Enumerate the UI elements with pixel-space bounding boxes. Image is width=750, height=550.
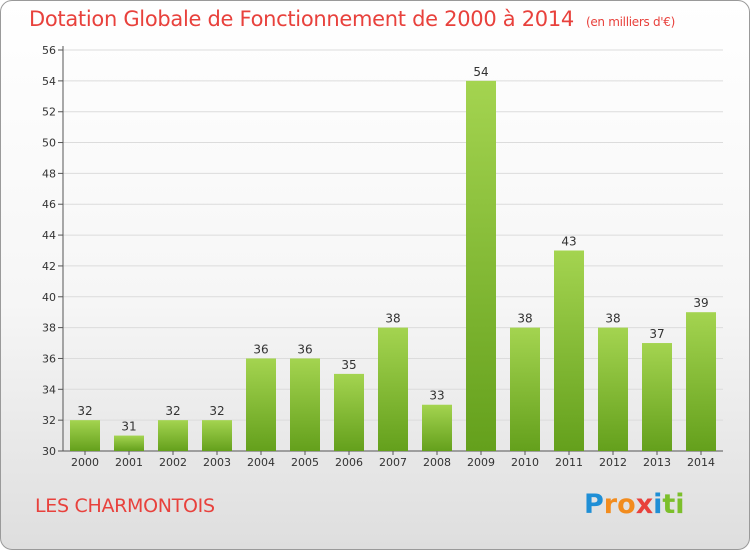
bar (70, 420, 100, 451)
data-label: 43 (561, 235, 576, 249)
x-tick-label: 2004 (247, 456, 275, 469)
x-tick-label: 2009 (467, 456, 495, 469)
data-label: 38 (385, 312, 400, 326)
data-label: 33 (429, 389, 444, 403)
data-label: 35 (341, 358, 356, 372)
y-tick-label: 46 (42, 198, 56, 211)
commune-name: LES CHARMONTOIS (35, 495, 215, 517)
x-tick-label: 2011 (555, 456, 583, 469)
data-label: 54 (473, 65, 488, 79)
x-tick-label: 2000 (71, 456, 99, 469)
bar (642, 343, 672, 451)
chart-title-text: Dotation Globale de Fonctionnement de 20… (29, 7, 574, 31)
y-tick-label: 40 (42, 291, 56, 304)
data-label: 32 (209, 404, 224, 418)
x-tick-label: 2013 (643, 456, 671, 469)
logo-letter: i (653, 489, 663, 520)
x-tick-label: 2007 (379, 456, 407, 469)
bar (202, 420, 232, 451)
logo-letter: i (675, 489, 685, 520)
bar (246, 358, 276, 451)
bar (290, 358, 320, 451)
bar (686, 312, 716, 451)
x-tick-label: 2002 (159, 456, 187, 469)
bar (554, 250, 584, 451)
y-tick-label: 44 (42, 229, 56, 242)
x-tick-label: 2012 (599, 456, 627, 469)
data-label: 38 (605, 312, 620, 326)
data-label: 36 (297, 342, 312, 356)
bars (70, 80, 716, 451)
y-tick-label: 36 (42, 352, 56, 365)
x-tick-label: 2003 (203, 456, 231, 469)
unit-label: (en milliers d'€) (585, 15, 675, 29)
bar (378, 327, 408, 451)
bar (510, 327, 540, 451)
y-tick-label: 54 (42, 75, 56, 88)
logo-letter: P (584, 489, 604, 520)
labels: 2000 32 2001 31 2002 32 2003 32 2004 36 2005 36 2006… (71, 65, 715, 469)
data-label: 37 (649, 327, 664, 341)
y-tick-label: 50 (42, 137, 56, 150)
data-label: 32 (165, 404, 180, 418)
logo-letter: r (603, 489, 618, 520)
data-label: 32 (77, 404, 92, 418)
data-label: 31 (121, 420, 136, 434)
bar (334, 373, 364, 451)
bar (158, 420, 188, 451)
logo-letter: o (617, 489, 636, 520)
y-tick-label: 38 (42, 322, 56, 335)
y-tick-label: 30 (42, 445, 56, 458)
data-label: 38 (517, 312, 532, 326)
data-label: 39 (693, 296, 708, 310)
chart-title: Dotation Globale de Fonctionnement de 20… (29, 7, 675, 31)
x-tick-label: 2001 (115, 456, 143, 469)
x-tick-label: 2014 (687, 456, 715, 469)
y-tick-label: 56 (42, 44, 56, 57)
y-tick-label: 52 (42, 106, 56, 119)
bar (114, 435, 144, 451)
data-label: 36 (253, 342, 268, 356)
logo-letter: x (635, 489, 654, 520)
y-tick-label: 48 (42, 167, 56, 180)
proxiti-logo[interactable]: Proxiti (584, 489, 685, 520)
x-tick-label: 2010 (511, 456, 539, 469)
bar (598, 327, 628, 451)
bar (466, 80, 496, 451)
y-tick-label: 34 (42, 383, 56, 396)
x-tick-label: 2006 (335, 456, 363, 469)
x-tick-label: 2005 (291, 456, 319, 469)
bar (422, 404, 452, 451)
y-tick-label: 32 (42, 414, 56, 427)
x-tick-label: 2008 (423, 456, 451, 469)
logo-letter: t (662, 489, 676, 520)
y-tick-label: 42 (42, 260, 56, 273)
